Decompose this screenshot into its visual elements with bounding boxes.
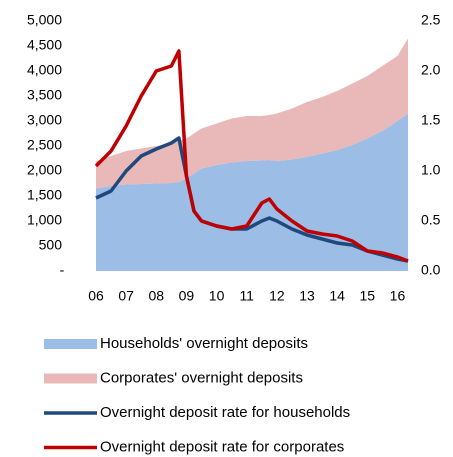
x-tick-label: 13	[299, 288, 315, 304]
y2-tick-label: 0.5	[421, 212, 441, 228]
legend-label: Overnight deposit rate for households	[100, 404, 350, 421]
y2-tick-label: 1.5	[421, 112, 441, 128]
y-tick-label: 4,500	[27, 37, 62, 53]
x-tick-label: 06	[88, 288, 104, 304]
area	[96, 38, 408, 189]
x-tick-label: 15	[360, 288, 376, 304]
y-tick-label: 3,000	[27, 112, 62, 128]
legend-label: Overnight deposit rate for corporates	[100, 438, 344, 455]
y2-tick-label: 1.0	[421, 162, 441, 178]
x-tick-label: 10	[209, 288, 225, 304]
legend-label: Corporates' overnight deposits	[100, 369, 303, 386]
y-tick-label: 5,000	[27, 12, 62, 28]
y2-tick-label: 0.0	[421, 262, 441, 278]
legend-label: Households' overnight deposits	[100, 335, 308, 352]
line	[94, 49, 409, 263]
x-tick-label: 14	[329, 288, 345, 304]
y-tick-label: 2,000	[27, 162, 62, 178]
y-tick-label: 1,000	[27, 212, 62, 228]
x-tick-label: 09	[179, 288, 195, 304]
legend-swatch	[44, 339, 97, 349]
y-tick-label: -	[60, 262, 65, 278]
x-tick-label: 16	[390, 288, 406, 304]
legend-swatch	[44, 373, 97, 384]
y-tick-label: 4,000	[27, 62, 62, 78]
y2-tick-label: 2.0	[421, 62, 441, 78]
y-tick-label: 500	[39, 237, 63, 253]
x-tick-label: 11	[239, 288, 254, 304]
y-tick-label: 1,500	[27, 187, 62, 203]
y2-tick-label: 2.5	[421, 12, 441, 28]
y-tick-label: 2,500	[27, 137, 62, 153]
y-tick-label: 3,500	[27, 87, 62, 103]
x-tick-label: 07	[118, 288, 134, 304]
line	[95, 136, 409, 263]
x-tick-label: 08	[149, 288, 165, 304]
x-tick-label: 12	[269, 288, 285, 304]
area	[96, 113, 408, 271]
